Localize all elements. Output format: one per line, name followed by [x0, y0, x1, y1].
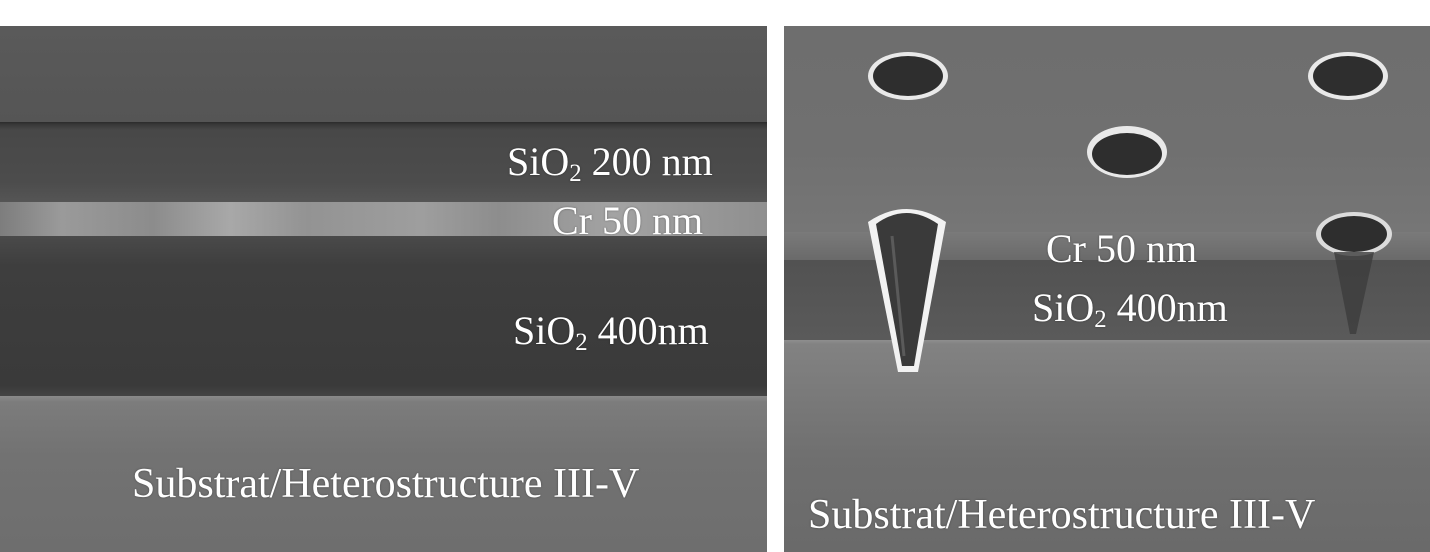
hole-right-edge [1316, 212, 1392, 334]
cr-layer [0, 202, 767, 236]
sio2-top-layer [0, 122, 767, 202]
sem-image-tilted-holes: Cr 50 nm SiO2 400nm Substrat/Heterostruc… [784, 26, 1430, 552]
sem-image-cross-section: SiO2 200 nm Cr 50 nm SiO2 400nm Substrat… [0, 26, 767, 552]
hole-center [1087, 126, 1167, 178]
hole-top-right [1308, 52, 1388, 100]
sio2-bottom-layer [0, 236, 767, 396]
cleaved-hole-left [868, 209, 946, 372]
hole-top-left [868, 52, 948, 100]
label-substrate: Substrat/Heterostructure III-V [808, 492, 1316, 538]
etched-holes [868, 52, 1392, 372]
substrate-layer [784, 340, 1430, 552]
vacuum-region [0, 26, 767, 122]
label-sio2-400nm: SiO2 400nm [1032, 285, 1228, 334]
label-substrate: Substrat/Heterostructure III-V [132, 461, 640, 507]
label-sio2-200nm: SiO2 200 nm [507, 139, 713, 188]
substrate-layer [0, 396, 767, 552]
label-cr-50nm: Cr 50 nm [552, 198, 704, 243]
label-sio2-400nm: SiO2 400nm [513, 308, 709, 357]
label-cr-50nm: Cr 50 nm [1046, 226, 1198, 271]
